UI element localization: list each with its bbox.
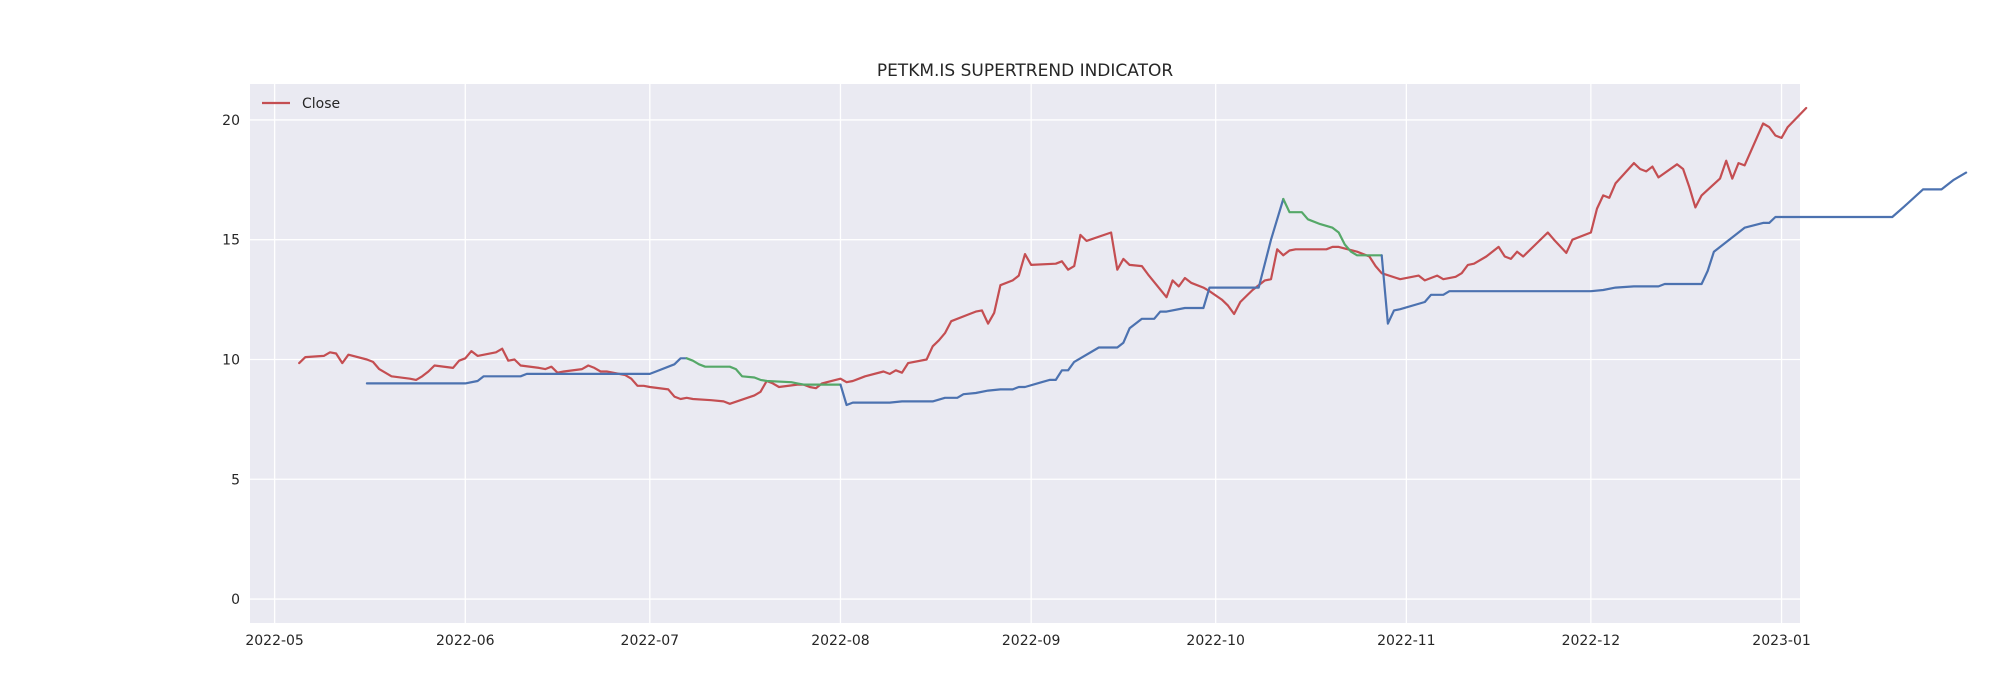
y-axis-tick-labels: 0 5 10 15 20 (222, 113, 240, 608)
y-tick-label: 10 (222, 352, 240, 368)
y-tick-label: 0 (231, 592, 240, 608)
x-tick-label: 2022-07 (621, 633, 680, 649)
y-tick-label: 5 (231, 472, 240, 488)
y-tick-label: 15 (222, 233, 240, 249)
series-line-close (298, 106, 1808, 405)
x-tick-label: 2022-09 (1002, 633, 1061, 649)
supertrend-segment-1 (365, 357, 688, 385)
x-tick-label: 2022-10 (1186, 633, 1245, 649)
legend: Close (262, 96, 340, 112)
supertrend-segment-5 (1380, 171, 1968, 325)
legend-label-close: Close (302, 96, 340, 112)
x-tick-label: 2022-11 (1377, 633, 1436, 649)
supertrend-segment-3 (839, 197, 1285, 407)
x-tick-label: 2023-01 (1752, 633, 1811, 649)
x-tick-label: 2022-12 (1562, 633, 1621, 649)
y-tick-label: 20 (222, 113, 240, 129)
x-axis-tick-labels: 2022-05 2022-06 2022-07 2022-08 2022-09 2022-… (245, 633, 1810, 649)
supertrend-segment-4 (1282, 197, 1383, 257)
plot-area-background (250, 84, 1800, 623)
chart-title: PETKM.IS SUPERTREND INDICATOR (877, 61, 1174, 81)
supertrend-segment-2 (685, 357, 842, 386)
series-layer (298, 106, 1968, 407)
x-tick-label: 2022-06 (436, 633, 495, 649)
x-tick-label: 2022-08 (811, 633, 870, 649)
x-tick-label: 2022-05 (245, 633, 304, 649)
